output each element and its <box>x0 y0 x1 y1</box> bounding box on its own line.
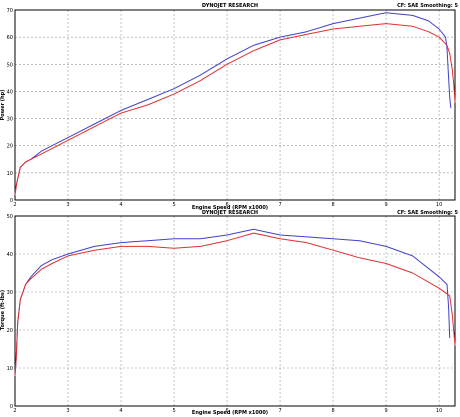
power-tick-labels: 2 3 4 5 6 7 8 9 10 0 10 20 30 40 50 60 70 <box>7 8 443 208</box>
power-series-line-0 <box>14 12 452 196</box>
power-y-tick-0: 0 <box>10 198 13 204</box>
power-x-tick-6: 6 <box>225 202 228 208</box>
power-x-tick-9: 9 <box>384 202 387 208</box>
power-y-tick-50: 50 <box>7 62 13 68</box>
torque-y-tick-0: 0 <box>10 404 13 410</box>
torque-y-tick-50: 50 <box>7 214 13 220</box>
power-x-tick-2: 2 <box>13 202 16 208</box>
torque-y-tick-30: 30 <box>7 290 13 296</box>
power-x-tick-4: 4 <box>119 202 122 208</box>
power-x-tick-7: 7 <box>278 202 281 208</box>
torque-x-tick-6: 6 <box>225 408 228 414</box>
power-grid <box>15 10 455 200</box>
torque-chart-title: DYNOJET RESEARCH <box>202 210 258 216</box>
power-chart-cf-smoothing: CF: SAE Smoothing: 5 <box>397 3 458 9</box>
torque-x-tick-10: 10 <box>436 408 442 414</box>
torque-chart-cf-smoothing: CF: SAE Smoothing: 5 <box>397 210 458 216</box>
power-y-axis-label: Power (hp) <box>0 89 6 120</box>
torque-x-axis-label: Engine Speed (RPM x1000) <box>192 410 268 416</box>
power-y-tick-40: 40 <box>7 89 13 95</box>
power-y-tick-10: 10 <box>7 171 13 177</box>
torque-series-line-0 <box>14 228 451 377</box>
power-y-tick-20: 20 <box>7 144 13 150</box>
power-y-tick-60: 60 <box>7 35 13 41</box>
torque-x-tick-2: 2 <box>13 408 16 414</box>
power-x-tick-3: 3 <box>66 202 69 208</box>
power-plot-frame <box>14 9 456 201</box>
torque-series <box>14 228 456 377</box>
torque-y-tick-40: 40 <box>7 252 13 258</box>
power-x-axis-label: Engine Speed (RPM x1000) <box>192 205 268 211</box>
torque-tick-labels: 2 3 4 5 6 7 8 9 10 0 10 20 30 40 50 <box>7 214 443 414</box>
torque-x-tick-5: 5 <box>172 408 175 414</box>
torque-x-tick-7: 7 <box>278 408 281 414</box>
power-chart-panel: DYNOJET RESEARCH CF: SAE Smoothing: 5 En… <box>0 3 459 211</box>
torque-y-axis-label: Torque (ft-lbs) <box>0 290 6 330</box>
torque-chart-panel: DYNOJET RESEARCH CF: SAE Smoothing: 5 En… <box>0 210 459 416</box>
torque-x-tick-3: 3 <box>66 408 69 414</box>
power-series-line-1 <box>14 23 456 196</box>
torque-series-line-1 <box>14 232 456 377</box>
power-y-tick-30: 30 <box>7 117 13 123</box>
power-y-tick-70: 70 <box>7 8 13 14</box>
power-x-tick-5: 5 <box>172 202 175 208</box>
torque-y-tick-10: 10 <box>7 366 13 372</box>
power-series <box>14 12 456 196</box>
torque-x-tick-8: 8 <box>331 408 334 414</box>
power-chart-title: DYNOJET RESEARCH <box>202 3 258 9</box>
power-x-tick-8: 8 <box>331 202 334 208</box>
torque-y-tick-20: 20 <box>7 328 13 334</box>
power-x-tick-10: 10 <box>436 202 442 208</box>
torque-x-tick-9: 9 <box>384 408 387 414</box>
torque-plot-frame <box>14 215 456 407</box>
torque-grid <box>15 216 455 406</box>
torque-x-tick-4: 4 <box>119 408 122 414</box>
